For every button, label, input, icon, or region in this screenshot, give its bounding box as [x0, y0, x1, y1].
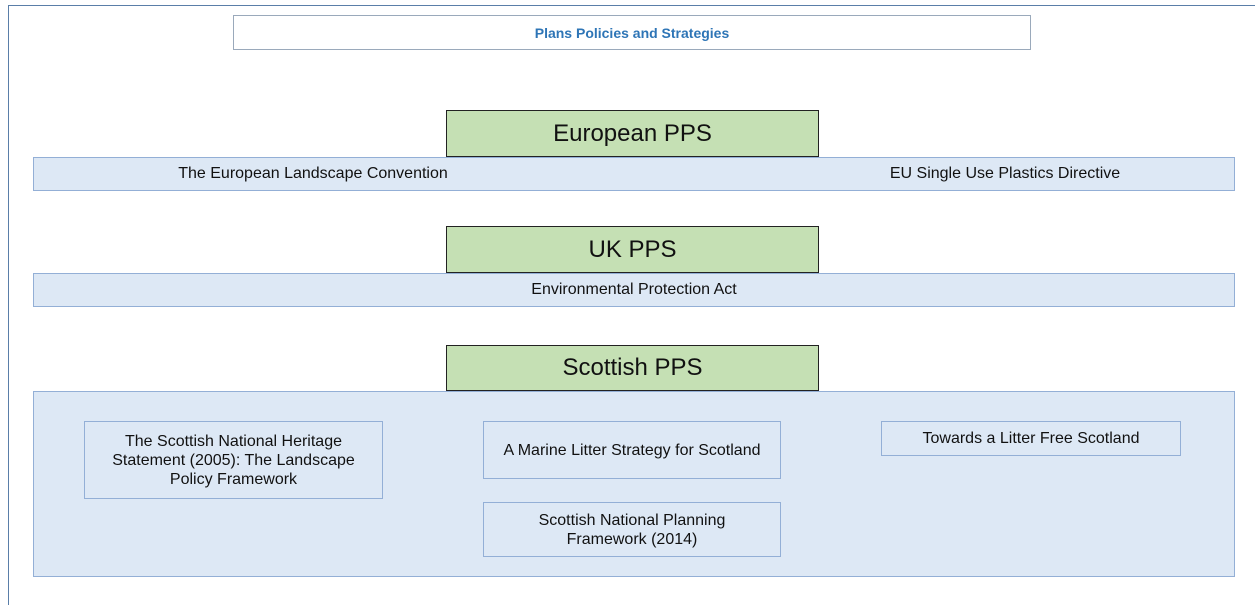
title: Plans Policies and Strategies [233, 15, 1031, 50]
level-heading: Scottish PPS [446, 345, 819, 391]
item-box: Towards a Litter Free Scotland [881, 421, 1181, 456]
item: EU Single Use Plastics Directive [889, 165, 1121, 182]
level-heading: UK PPS [446, 226, 819, 273]
item: The European Landscape Convention [178, 165, 448, 182]
item: Environmental Protection Act [531, 281, 737, 298]
level-heading: European PPS [446, 110, 819, 157]
band [33, 157, 1235, 191]
item-box: A Marine Litter Strategy for Scotland [483, 421, 781, 479]
frame [8, 5, 1255, 605]
band [33, 273, 1235, 307]
page: Plans Policies and Strategies European P… [8, 5, 1255, 605]
item-box: Scottish National Planning Framework (20… [483, 502, 781, 557]
item-box: The Scottish National Heritage Statement… [84, 421, 383, 499]
